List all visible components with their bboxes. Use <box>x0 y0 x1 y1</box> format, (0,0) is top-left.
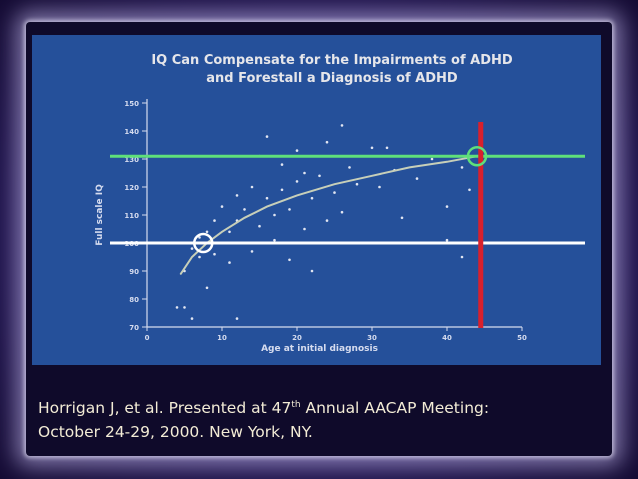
data-point-7 <box>205 286 209 290</box>
data-point-9 <box>213 252 216 256</box>
data-point-28 <box>280 163 284 166</box>
data-point-58 <box>468 188 471 192</box>
y-tick-label-70: 70 <box>129 324 139 332</box>
x-tick-label-20: 20 <box>292 334 302 342</box>
iq-scatter-chart: IQ Can Compensate for the Impairments of… <box>95 53 585 354</box>
data-point-34 <box>303 227 306 231</box>
data-point-45 <box>355 182 359 186</box>
trend-curve <box>179 155 478 275</box>
x-axis-label: Age at initial diagnosis <box>261 344 378 354</box>
data-point-22 <box>258 224 261 228</box>
data-point-14 <box>228 230 231 234</box>
data-point-33 <box>295 149 299 152</box>
data-point-51 <box>400 216 404 220</box>
data-point-30 <box>288 208 291 211</box>
y-tick-label-110: 110 <box>124 212 139 220</box>
caption-line-1: Horrigan J, et al. Presented at 47th Ann… <box>38 396 598 420</box>
caption-line-2: October 24-29, 2000. New York, NY. <box>38 423 313 441</box>
y-tick-label-120: 120 <box>124 184 139 192</box>
y-tick-label-90: 90 <box>129 268 139 276</box>
data-point-48 <box>378 185 381 189</box>
data-point-35 <box>303 171 306 175</box>
data-point-18 <box>243 208 246 211</box>
data-point-10 <box>213 219 216 222</box>
data-point-4 <box>190 247 194 250</box>
y-tick-label-140: 140 <box>124 128 139 136</box>
y-tick-label-130: 130 <box>124 156 139 164</box>
data-point-29 <box>280 188 284 192</box>
highlight-circle-white <box>193 232 214 254</box>
data-point-20 <box>250 185 254 189</box>
data-point-43 <box>340 210 344 214</box>
chart-panel: IQ Can Compensate for the Impairments of… <box>32 35 601 365</box>
data-point-8 <box>205 230 209 234</box>
data-point-49 <box>385 146 389 150</box>
data-point-12 <box>220 205 224 208</box>
data-point-26 <box>273 213 276 217</box>
caption-text-1b: Annual AACAP Meeting: <box>300 399 490 417</box>
chart-title-line-2: and Forestall a Diagnosis of ADHD <box>206 71 458 86</box>
x-tick-label-50: 50 <box>517 334 527 342</box>
citation-caption: Horrigan J, et al. Presented at 47th Ann… <box>38 396 598 444</box>
caption-superscript: th <box>291 399 301 410</box>
data-point-21 <box>250 250 254 253</box>
data-point-0 <box>175 306 179 309</box>
data-point-13 <box>228 261 231 264</box>
y-tick-label-80: 80 <box>129 296 139 304</box>
data-point-54 <box>445 205 449 208</box>
data-point-52 <box>415 177 419 180</box>
data-point-27 <box>273 238 276 242</box>
data-point-36 <box>310 196 314 200</box>
data-point-38 <box>318 174 321 178</box>
x-tick-label-0: 0 <box>145 334 150 342</box>
data-point-39 <box>325 219 329 222</box>
data-point-31 <box>288 258 291 262</box>
data-point-1 <box>183 306 186 309</box>
data-point-15 <box>235 317 239 320</box>
x-tick-label-40: 40 <box>442 334 452 342</box>
data-point-17 <box>235 194 239 197</box>
data-point-47 <box>370 146 374 150</box>
data-point-40 <box>325 140 329 144</box>
data-point-25 <box>265 196 269 200</box>
highlight-circle-green <box>466 145 488 167</box>
data-point-37 <box>310 269 314 273</box>
y-axis-label: Full scale IQ <box>95 184 105 246</box>
data-point-5 <box>198 255 201 259</box>
data-point-55 <box>445 238 449 242</box>
caption-text-1a: Horrigan J, et al. Presented at 47 <box>38 399 292 417</box>
y-tick-label-150: 150 <box>124 100 139 108</box>
data-point-41 <box>333 191 336 194</box>
chart-title-line-1: IQ Can Compensate for the Impairments of… <box>151 53 513 68</box>
data-point-6 <box>198 236 201 239</box>
data-point-56 <box>460 166 464 169</box>
data-point-53 <box>430 157 434 161</box>
data-point-42 <box>340 124 344 127</box>
x-tick-label-10: 10 <box>217 334 227 342</box>
data-point-44 <box>348 166 351 169</box>
data-point-32 <box>295 180 299 183</box>
data-point-24 <box>265 135 269 138</box>
x-tick-label-30: 30 <box>367 334 377 342</box>
data-point-3 <box>190 317 194 320</box>
data-point-57 <box>460 255 464 259</box>
